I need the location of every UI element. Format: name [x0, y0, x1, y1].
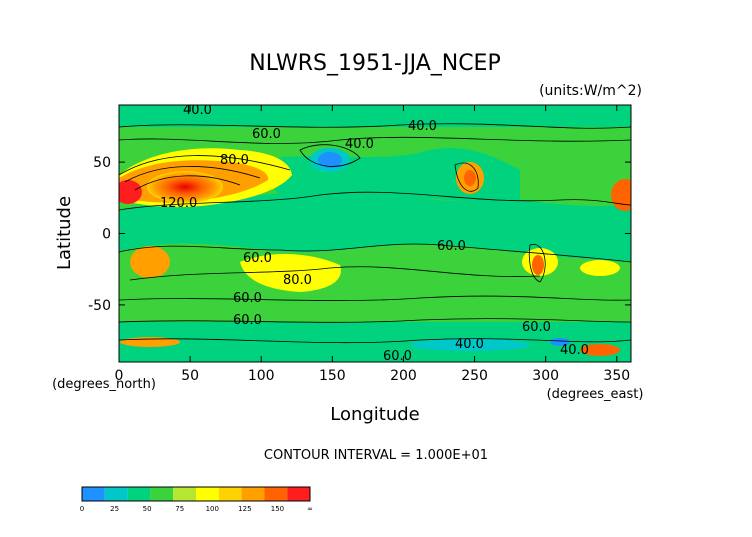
contour-lines [119, 123, 631, 344]
x-tick-label: 300 [532, 368, 559, 384]
contour-label: 60.0 [522, 320, 551, 335]
contour-label: 60.0 [383, 349, 412, 364]
andes-core [532, 255, 544, 275]
colorbar-frame [81, 486, 311, 502]
contour-label: 60.0 [252, 127, 281, 142]
antarctic-orange-2 [580, 344, 620, 356]
colorbar-swatch [196, 487, 219, 501]
colorbar-tick-label: 50 [143, 505, 152, 513]
contour-label: 60.0 [233, 291, 262, 306]
colorbar-swatch [241, 487, 265, 501]
sahara-hot-core [147, 171, 223, 203]
colorbar-swatch [264, 487, 288, 501]
contour-label: 60.0 [233, 313, 262, 328]
x-axis-note: (degrees_east) [547, 387, 644, 402]
colorbar-swatch [104, 487, 128, 501]
africa-south-hot [130, 246, 170, 278]
colorbar-swatch [127, 487, 151, 501]
colorbar-tick-label: 125 [238, 505, 251, 513]
colorbar-swatch [218, 487, 242, 501]
y-tick-label: 0 [102, 227, 111, 243]
x-axis: 0 50 100 150 200 250 300 350 [115, 105, 630, 384]
y-axis: 50 0 -50 [88, 155, 631, 314]
contour-label: 80.0 [220, 153, 249, 168]
contour-labels: 40.0 60.0 40.0 40.0 80.0 120.0 60.0 60.0… [160, 105, 589, 364]
arctic-band [119, 105, 631, 127]
colorbar-tick-label: 150 [271, 505, 284, 513]
colorbar-swatch [173, 487, 196, 501]
colorbar-swatch [150, 487, 174, 501]
antarctic-teal-patch [410, 339, 530, 351]
x-tick-label: 100 [248, 368, 275, 384]
colorbar-tick-label: ∞ [307, 505, 313, 513]
x-tick-label: 0 [115, 368, 124, 384]
arctic-blue-patch [318, 152, 342, 168]
plot-area: 40.0 60.0 40.0 40.0 80.0 120.0 60.0 60.0… [119, 105, 631, 364]
units-label: (units:W/m^2) [539, 83, 642, 99]
contour-label: 120.0 [160, 196, 197, 211]
colorbar-swatch [287, 487, 310, 501]
tropical-belt [119, 188, 631, 262]
x-tick-label: 150 [319, 368, 346, 384]
contour-label: 40.0 [560, 343, 589, 358]
colorbar: 0 25 50 75 100 125 150 ∞ [80, 486, 313, 513]
australia-yellow [240, 254, 341, 292]
colorbar-tick-label: 25 [110, 505, 119, 513]
contour-label: 80.0 [283, 273, 312, 288]
x-tick-label: 50 [181, 368, 199, 384]
antarctic-orange [120, 337, 180, 347]
atlantic-yellow [580, 260, 620, 276]
colorbar-tick-label: 0 [80, 505, 84, 513]
contour-label: 60.0 [437, 239, 466, 254]
x-axis-label: Longitude [330, 404, 420, 425]
contour-label: 60.0 [243, 251, 272, 266]
contour-label: 40.0 [345, 137, 374, 152]
antarctic-blue-patch [550, 338, 570, 346]
arabia-hot-core [119, 180, 142, 204]
y-tick-label: -50 [88, 298, 111, 314]
colorbar-tick-label: 75 [175, 505, 184, 513]
x-tick-label: 200 [390, 368, 417, 384]
colorbar-swatch [82, 487, 105, 501]
x-tick-label: 250 [461, 368, 488, 384]
contour-label: 40.0 [455, 337, 484, 352]
chart-title: NLWRS_1951-JJA_NCEP [249, 51, 500, 76]
y-axis-note: (degrees_north) [52, 377, 156, 392]
y-axis-label: Latitude [54, 196, 75, 270]
contour-interval-label: CONTOUR INTERVAL = 1.000E+01 [264, 448, 488, 463]
x-tick-label: 350 [603, 368, 630, 384]
y-tick-label: 50 [93, 155, 111, 171]
contour-label: 40.0 [408, 119, 437, 134]
mexico-hot [611, 179, 631, 211]
north-america-core [464, 170, 476, 186]
colorbar-tick-label: 100 [206, 505, 219, 513]
